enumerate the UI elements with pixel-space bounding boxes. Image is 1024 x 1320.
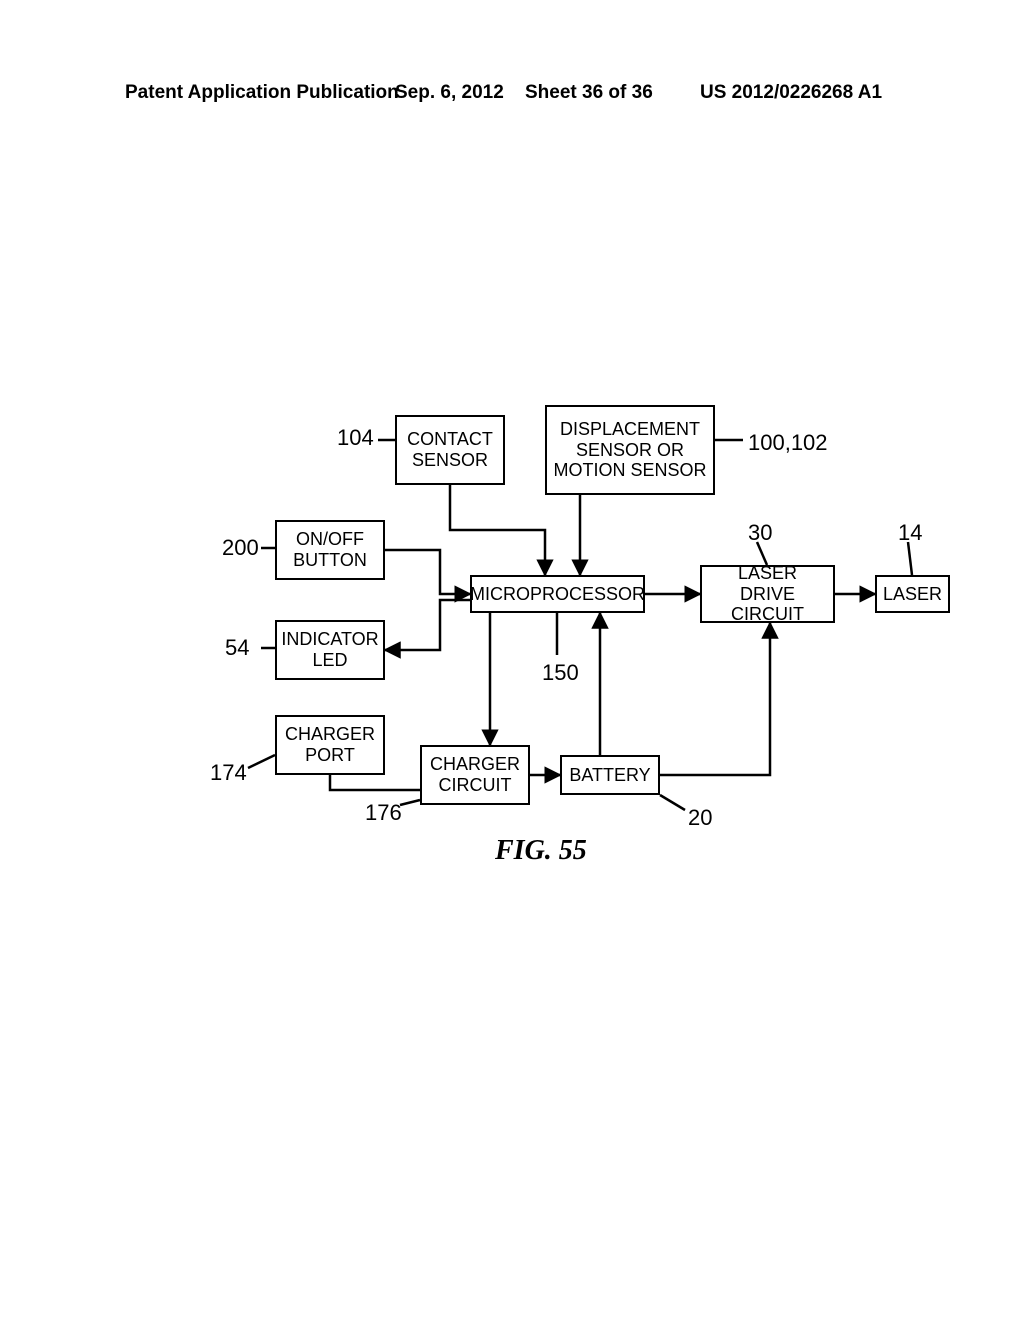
box-laser-drive: LASER DRIVECIRCUIT xyxy=(700,565,835,623)
ref-176: 176 xyxy=(365,800,402,826)
box-label: ON/OFFBUTTON xyxy=(293,529,367,570)
figure-caption: FIG. 55 xyxy=(495,835,587,867)
ref-14: 14 xyxy=(898,520,922,546)
box-charger-port: CHARGERPORT xyxy=(275,715,385,775)
ref-54: 54 xyxy=(225,635,249,661)
box-laser: LASER xyxy=(875,575,950,613)
box-battery: BATTERY xyxy=(560,755,660,795)
box-label: CHARGERPORT xyxy=(285,724,375,765)
ref-30: 30 xyxy=(748,520,772,546)
box-label: BATTERY xyxy=(569,765,650,786)
box-label: MICROPROCESSOR xyxy=(470,584,645,605)
box-label: DISPLACEMENTSENSOR ORMOTION SENSOR xyxy=(553,419,706,481)
box-microprocessor: MICROPROCESSOR xyxy=(470,575,645,613)
ref-150: 150 xyxy=(542,660,579,686)
ref-104: 104 xyxy=(337,425,374,451)
box-label: CONTACTSENSOR xyxy=(407,429,493,470)
box-charger-circuit: CHARGERCIRCUIT xyxy=(420,745,530,805)
ref-200: 200 xyxy=(222,535,259,561)
diagram-wires xyxy=(0,0,1024,1320)
box-contact-sensor: CONTACTSENSOR xyxy=(395,415,505,485)
box-label: INDICATORLED xyxy=(281,629,378,670)
box-label: LASER xyxy=(883,584,942,605)
box-displacement-sensor: DISPLACEMENTSENSOR ORMOTION SENSOR xyxy=(545,405,715,495)
box-indicator-led: INDICATORLED xyxy=(275,620,385,680)
box-label: LASER DRIVECIRCUIT xyxy=(708,563,827,625)
box-onoff-button: ON/OFFBUTTON xyxy=(275,520,385,580)
box-label: CHARGERCIRCUIT xyxy=(430,754,520,795)
ref-20: 20 xyxy=(688,805,712,831)
block-diagram: CONTACTSENSOR DISPLACEMENTSENSOR ORMOTIO… xyxy=(0,0,1024,1320)
ref-100-102: 100,102 xyxy=(748,430,828,456)
ref-174: 174 xyxy=(210,760,247,786)
